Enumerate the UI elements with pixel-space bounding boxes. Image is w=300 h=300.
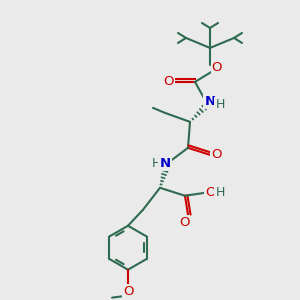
- Text: O: O: [164, 75, 174, 88]
- Text: N: N: [159, 157, 171, 170]
- Text: H: H: [215, 98, 225, 111]
- Text: O: O: [123, 285, 133, 298]
- Text: N: N: [204, 95, 216, 108]
- Text: O: O: [205, 186, 215, 199]
- Text: O: O: [179, 216, 189, 229]
- Text: O: O: [212, 61, 222, 74]
- Text: O: O: [211, 148, 221, 161]
- Text: H: H: [151, 157, 161, 170]
- Text: H: H: [215, 186, 225, 199]
